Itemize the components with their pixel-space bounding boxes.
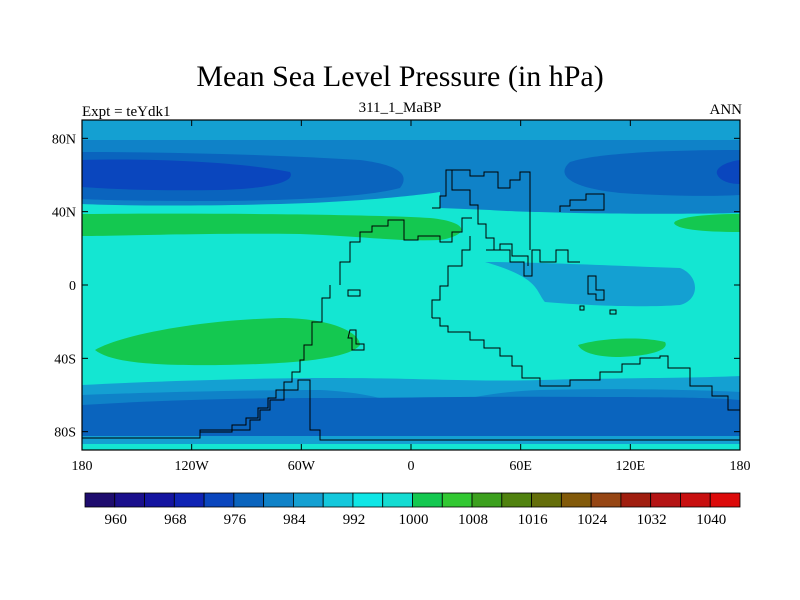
colorbar-label: 976 [224,512,247,528]
low-north-west [82,159,291,191]
colorbar [84,492,741,508]
high-north-pacific [674,214,740,232]
y-tick-label: 0 [69,279,76,294]
y-axis: 80N 40N 0 40S 80S [52,132,740,441]
pressure-field [82,120,740,450]
experiment-label: Expt = teYdk1 [82,104,171,120]
colorbar-label: 992 [343,512,366,528]
high-south-atlantic [95,318,360,366]
colorbar-swatch [203,492,235,508]
south-america-outline [347,289,365,351]
x-tick-label: 60E [509,459,532,474]
colorbar-swatch [680,492,711,508]
low-indian-ocean [485,262,695,307]
colorbar-swatch [709,492,741,508]
x-tick-label: 120E [616,459,646,474]
colorbar-swatch [114,492,145,508]
colorbar-label: 1040 [696,512,726,528]
colorbar-swatch [412,492,443,508]
band-north-outer [82,120,740,140]
antarctica-outline [82,379,740,441]
x-tick-label: 120W [175,459,210,474]
colorbar-swatch [650,492,681,508]
colorbar-labels: 960 968 976 984 992 1000 1008 1016 1024 1032 1040 [105,512,727,528]
colorbar-swatch [560,492,592,508]
continent-outlines [82,169,740,441]
colorbar-swatch [501,492,532,508]
y-tick-label: 40N [52,206,76,221]
y-tick-label: 80S [54,426,76,441]
islands-outline [579,275,617,315]
plot-title: Mean Sea Level Pressure (in hPa) [196,60,604,93]
colorbar-swatch [263,492,294,508]
colorbar-label: 1032 [637,512,667,528]
colorbar-label: 1000 [399,512,429,528]
colorbar-swatch [590,492,622,508]
colorbar-label: 968 [164,512,187,528]
high-south-indian [578,338,666,357]
colorbar-swatch [84,492,116,508]
band-north-976-east [564,150,740,196]
colorbar-swatch [471,492,503,508]
x-tick-label: 60W [288,459,316,474]
y-tick-label: 40S [54,352,76,367]
colorbar-label: 984 [283,512,306,528]
x-tick-label: 0 [408,459,415,474]
colorbar-swatch [144,492,175,508]
colorbar-swatch [441,492,473,508]
time-label: 311_1_MaBP [358,100,442,116]
colorbar-label: 1008 [458,512,488,528]
colorbar-label: 1016 [518,512,549,528]
x-tick-label: 180 [730,459,751,474]
colorbar-swatch [352,492,384,508]
low-north-east [716,160,740,184]
sea-outline [486,243,529,266]
season-label: ANN [709,102,743,118]
colorbar-swatch [233,492,265,508]
y-tick-label: 80N [52,132,76,147]
high-north-atlantic [82,213,462,241]
colorbar-swatch [173,492,205,508]
colorbar-label: 1024 [577,512,608,528]
colorbar-swatch [322,492,354,508]
colorbar-swatch [531,492,562,508]
colorbar-swatch [293,492,324,508]
colorbar-label: 960 [105,512,128,528]
x-axis: 180 120W 60W 0 60E 120E 180 [72,120,751,474]
eurasia-north-outline [446,169,605,250]
colorbar-swatch [620,492,652,508]
colorbar-swatch [382,492,413,508]
x-tick-label: 180 [72,459,93,474]
